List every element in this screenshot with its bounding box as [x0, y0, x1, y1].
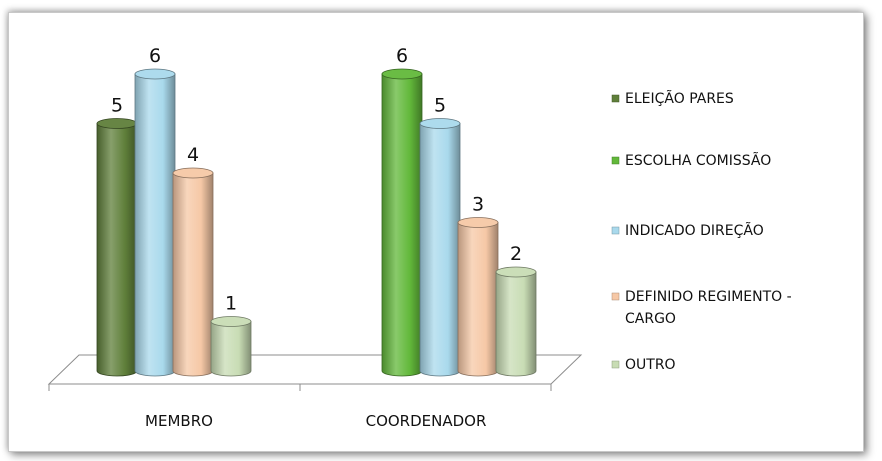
data-label: 6 [149, 45, 161, 67]
bar-top [381, 68, 423, 80]
bar-body [495, 271, 537, 377]
bar [172, 167, 214, 377]
category-label: COORDENADOR [366, 412, 487, 430]
data-label: 5 [111, 95, 123, 117]
bar [495, 266, 537, 377]
bar-top [495, 266, 537, 278]
legend-label: ESCOLHA COMISSÃO [625, 152, 771, 169]
bars [96, 68, 537, 377]
legend-swatch [611, 156, 620, 165]
bar-body [381, 73, 423, 377]
bar-body [134, 73, 176, 377]
data-labels: 5 6 4 1 6 5 3 2 [111, 45, 522, 315]
data-label: 1 [225, 293, 237, 315]
bar-top [210, 316, 252, 327]
bar-body [419, 123, 461, 377]
data-label: 2 [510, 243, 522, 265]
data-label: 5 [434, 95, 446, 117]
chart-svg: 5 6 4 1 6 5 3 2 MEMBRO COORDENADOR ELEIÇÃO PARES… [47, 45, 792, 430]
bar-top [172, 167, 214, 179]
legend-label: CARGO [625, 311, 676, 327]
data-label: 6 [396, 45, 408, 67]
bar-top [419, 118, 461, 129]
bar [457, 217, 499, 377]
bar-body [457, 222, 499, 377]
legend-swatch [611, 292, 620, 301]
bar [134, 68, 176, 377]
bar [210, 316, 252, 377]
bar [381, 68, 423, 377]
bar-body [96, 123, 138, 377]
chart-frame: 5 6 4 1 6 5 3 2 MEMBRO COORDENADOR ELEIÇÃO PARES… [8, 12, 864, 452]
bar-top [457, 217, 499, 228]
category-labels: MEMBRO COORDENADOR [145, 412, 486, 430]
data-label: 4 [187, 144, 199, 166]
bar-body [172, 172, 214, 377]
legend: ELEIÇÃO PARES ESCOLHA COMISSÃO INDICADO DI… [611, 90, 792, 373]
bar [419, 118, 461, 377]
legend-swatch [611, 226, 620, 235]
category-label: MEMBRO [145, 412, 213, 430]
bar-top [96, 118, 138, 129]
legend-label: INDICADO DIREÇÃO [625, 222, 764, 239]
legend-swatch [611, 360, 620, 369]
legend-label: DEFINIDO REGIMENTO - [625, 289, 792, 305]
legend-label: ELEIÇÃO PARES [625, 90, 734, 107]
data-label: 3 [472, 194, 484, 216]
bar-body [210, 321, 252, 377]
legend-swatch [611, 94, 620, 103]
bar [96, 118, 138, 377]
bar-top [134, 68, 176, 80]
legend-label: OUTRO [625, 357, 676, 373]
